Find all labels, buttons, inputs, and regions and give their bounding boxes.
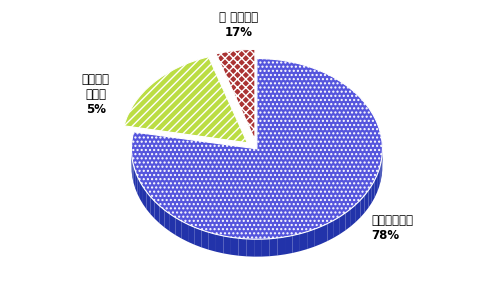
Polygon shape	[134, 165, 135, 188]
Polygon shape	[188, 225, 195, 245]
Polygon shape	[216, 234, 223, 253]
Polygon shape	[164, 210, 170, 231]
Text: 잘 모르겠다
17%: 잘 모르겠다 17%	[219, 11, 258, 39]
Polygon shape	[231, 237, 239, 256]
Polygon shape	[340, 213, 346, 234]
Polygon shape	[307, 229, 314, 249]
Polygon shape	[365, 190, 368, 213]
Polygon shape	[351, 205, 356, 226]
Polygon shape	[155, 201, 160, 223]
Polygon shape	[356, 200, 360, 222]
Polygon shape	[334, 217, 340, 238]
Polygon shape	[377, 169, 379, 192]
Polygon shape	[254, 239, 262, 257]
Polygon shape	[314, 227, 321, 247]
Polygon shape	[195, 227, 202, 247]
Polygon shape	[176, 218, 182, 239]
Polygon shape	[262, 239, 270, 257]
Polygon shape	[137, 176, 140, 199]
Polygon shape	[346, 209, 351, 230]
Polygon shape	[132, 154, 133, 177]
Text: 지급기준준수
78%: 지급기준준수 78%	[371, 214, 413, 242]
Polygon shape	[360, 195, 365, 217]
Polygon shape	[300, 232, 307, 251]
Polygon shape	[372, 180, 375, 203]
Polygon shape	[277, 237, 285, 255]
Polygon shape	[270, 238, 277, 256]
Polygon shape	[375, 175, 377, 197]
Text: 지급기준
미준수
5%: 지급기준 미준수 5%	[82, 73, 110, 116]
Polygon shape	[293, 234, 300, 253]
Polygon shape	[379, 164, 381, 187]
Wedge shape	[124, 57, 247, 143]
Polygon shape	[160, 206, 164, 227]
Polygon shape	[246, 239, 254, 257]
Polygon shape	[368, 185, 372, 208]
Polygon shape	[135, 171, 137, 194]
Polygon shape	[327, 220, 334, 241]
Polygon shape	[202, 230, 209, 250]
Polygon shape	[143, 187, 146, 209]
Polygon shape	[150, 197, 155, 219]
Polygon shape	[223, 236, 231, 255]
Polygon shape	[239, 238, 246, 256]
Wedge shape	[132, 59, 382, 239]
Polygon shape	[182, 221, 188, 242]
Polygon shape	[381, 158, 382, 181]
Polygon shape	[140, 181, 143, 204]
Wedge shape	[216, 49, 255, 140]
Polygon shape	[209, 232, 216, 252]
Polygon shape	[170, 214, 176, 235]
Polygon shape	[321, 224, 327, 244]
Polygon shape	[133, 160, 134, 183]
Polygon shape	[146, 192, 150, 214]
Polygon shape	[285, 236, 293, 254]
